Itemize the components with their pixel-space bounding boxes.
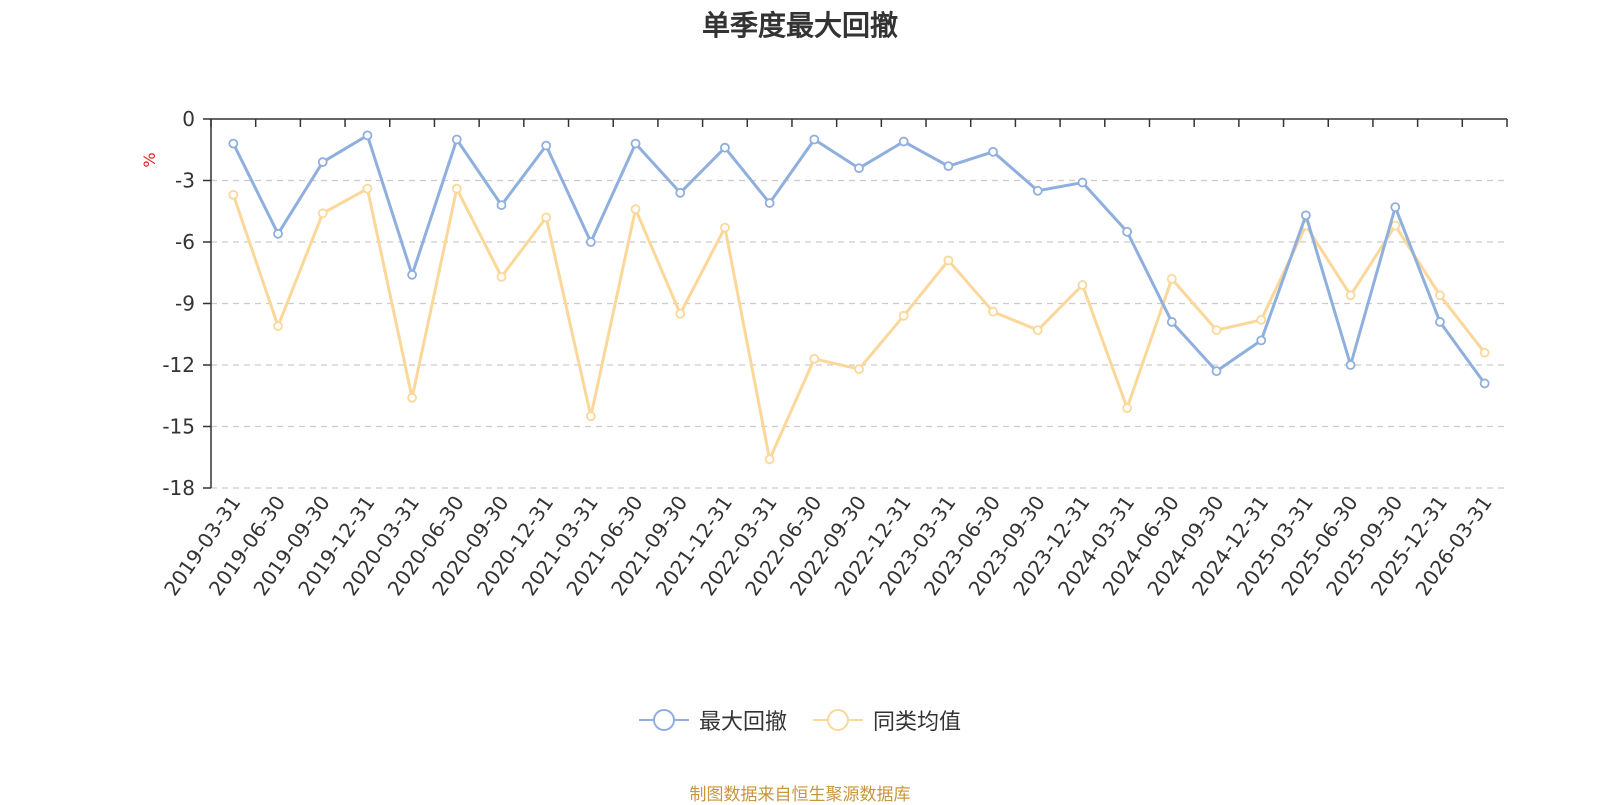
data-point-series-1 — [675, 308, 686, 319]
data-point-series-1 — [1435, 290, 1445, 301]
data-point-series-1 — [1166, 273, 1177, 284]
data-point-series-1 — [1345, 290, 1356, 301]
data-point-series-1 — [764, 454, 775, 465]
legend-marker-max-drawdown — [638, 709, 689, 731]
data-point-series-1 — [496, 271, 507, 282]
data-point-series-0 — [898, 136, 909, 147]
y-tick-label: -9 — [175, 292, 195, 316]
data-point-series-1 — [541, 212, 552, 223]
data-point-series-1 — [407, 392, 418, 403]
source-note: 制图数据来自恒生聚源数据库 — [689, 785, 911, 805]
data-point-series-0 — [1122, 226, 1133, 237]
data-point-series-0 — [451, 134, 462, 145]
data-point-series-1 — [1032, 325, 1043, 336]
data-point-series-1 — [1077, 280, 1088, 290]
data-point-series-0 — [943, 161, 954, 172]
data-point-series-1 — [988, 306, 998, 317]
legend-item-peer-average[interactable]: 同类均值 — [813, 704, 961, 736]
data-point-series-0 — [720, 142, 730, 153]
data-point-series-0 — [1032, 185, 1043, 196]
data-point-series-0 — [407, 269, 418, 280]
data-point-series-0 — [1390, 202, 1401, 213]
data-point-series-0 — [1479, 378, 1490, 389]
data-point-series-1 — [1122, 403, 1133, 413]
data-point-series-1 — [720, 222, 730, 233]
data-point-series-0 — [1166, 317, 1177, 327]
data-point-series-1 — [943, 255, 954, 266]
data-point-series-1 — [854, 364, 864, 375]
data-point-series-1 — [362, 183, 373, 194]
data-point-series-1 — [809, 353, 820, 364]
data-point-series-0 — [1256, 335, 1267, 346]
data-point-series-0 — [854, 163, 864, 174]
data-point-series-0 — [541, 140, 552, 151]
data-point-series-0 — [317, 157, 328, 167]
data-point-series-0 — [630, 138, 641, 149]
y-tick-label: -12 — [162, 353, 195, 377]
data-point-series-0 — [1211, 366, 1222, 377]
legend-label-peer-average: 同类均值 — [873, 710, 962, 735]
legend-item-max-drawdown[interactable]: 最大回撤 — [638, 704, 787, 736]
y-tick-label: 0 — [182, 107, 195, 131]
data-point-series-0 — [1300, 210, 1311, 221]
data-point-series-0 — [1077, 177, 1088, 188]
data-point-series-0 — [1345, 360, 1356, 370]
y-tick-label: -3 — [175, 169, 195, 193]
legend: 最大回撤 同类均值 — [0, 704, 1600, 736]
data-point-series-1 — [630, 204, 641, 215]
data-point-series-0 — [273, 228, 283, 239]
data-point-series-1 — [273, 321, 283, 331]
data-point-series-1 — [228, 189, 239, 200]
legend-marker-peer-average — [813, 709, 863, 731]
data-point-series-0 — [496, 200, 507, 211]
y-tick-label: -18 — [162, 476, 195, 500]
data-point-series-0 — [1435, 317, 1445, 327]
grid-layer — [211, 179, 1507, 489]
y-tick-label: -6 — [175, 230, 195, 254]
chart-title: 单季度最大回撤 — [701, 9, 898, 42]
data-point-series-0 — [809, 134, 820, 145]
y-axis-label: % — [140, 152, 159, 167]
data-point-series-0 — [764, 198, 775, 208]
data-point-series-0 — [228, 138, 239, 149]
data-point-series-1 — [1256, 314, 1267, 325]
data-point-series-1 — [1211, 325, 1222, 336]
data-point-series-1 — [1390, 220, 1401, 231]
data-point-series-0 — [362, 130, 373, 141]
legend-label-max-drawdown: 最大回撤 — [698, 710, 787, 735]
data-point-series-0 — [988, 146, 998, 157]
series-layer — [228, 130, 1490, 465]
data-point-series-1 — [317, 208, 328, 219]
data-point-series-1 — [585, 411, 596, 422]
data-point-series-1 — [451, 183, 462, 194]
data-point-series-1 — [1479, 347, 1490, 358]
y-tick-label: -15 — [162, 415, 195, 439]
data-point-series-0 — [675, 187, 686, 198]
series-line-1 — [231, 187, 1486, 461]
data-point-series-0 — [585, 237, 596, 247]
data-point-series-1 — [898, 310, 909, 321]
